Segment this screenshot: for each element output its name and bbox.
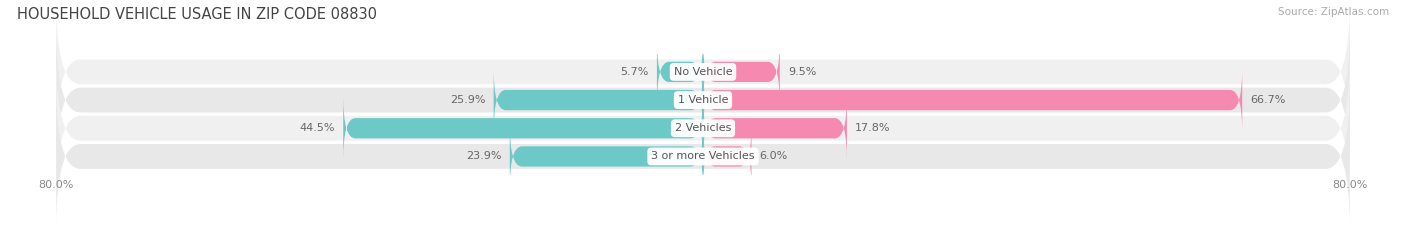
Text: 2 Vehicles: 2 Vehicles (675, 123, 731, 133)
Text: 17.8%: 17.8% (855, 123, 890, 133)
FancyBboxPatch shape (657, 40, 703, 104)
Text: 66.7%: 66.7% (1250, 95, 1285, 105)
Text: 1 Vehicle: 1 Vehicle (678, 95, 728, 105)
Text: HOUSEHOLD VEHICLE USAGE IN ZIP CODE 08830: HOUSEHOLD VEHICLE USAGE IN ZIP CODE 0883… (17, 7, 377, 22)
FancyBboxPatch shape (703, 124, 752, 188)
FancyBboxPatch shape (56, 84, 1350, 229)
Text: 6.0%: 6.0% (759, 151, 787, 161)
FancyBboxPatch shape (494, 68, 703, 132)
FancyBboxPatch shape (343, 96, 703, 160)
Text: Source: ZipAtlas.com: Source: ZipAtlas.com (1278, 7, 1389, 17)
FancyBboxPatch shape (56, 28, 1350, 172)
Text: No Vehicle: No Vehicle (673, 67, 733, 77)
FancyBboxPatch shape (56, 56, 1350, 200)
Text: 3 or more Vehicles: 3 or more Vehicles (651, 151, 755, 161)
FancyBboxPatch shape (703, 96, 846, 160)
Text: 9.5%: 9.5% (787, 67, 817, 77)
Text: 25.9%: 25.9% (450, 95, 485, 105)
FancyBboxPatch shape (56, 0, 1350, 144)
FancyBboxPatch shape (703, 68, 1243, 132)
Text: 23.9%: 23.9% (467, 151, 502, 161)
Text: 5.7%: 5.7% (620, 67, 648, 77)
FancyBboxPatch shape (510, 124, 703, 188)
Text: 44.5%: 44.5% (299, 123, 335, 133)
FancyBboxPatch shape (703, 40, 780, 104)
